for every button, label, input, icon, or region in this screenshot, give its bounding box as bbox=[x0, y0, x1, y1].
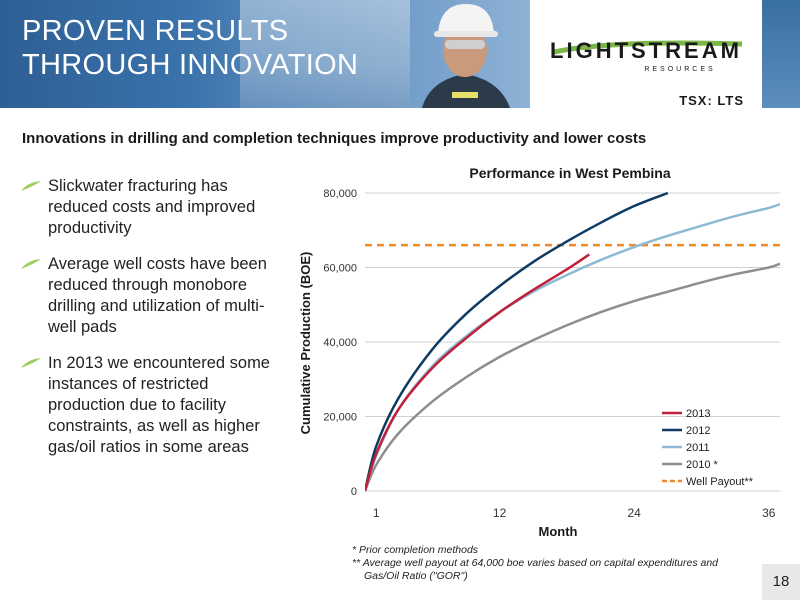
ticker-text: TSX: LTS bbox=[679, 93, 744, 108]
feather-bullet-icon bbox=[21, 358, 41, 368]
x-tick-label: 1 bbox=[373, 506, 380, 520]
bullet-item: In 2013 we encountered some instances of… bbox=[20, 353, 290, 458]
bullet-text: In 2013 we encountered some instances of… bbox=[48, 354, 270, 456]
legend-label: 2010 * bbox=[686, 459, 719, 471]
logo-sub-text: RESOURCES bbox=[644, 66, 715, 73]
legend-label: 2012 bbox=[686, 425, 710, 437]
footnotes: * Prior completion methods ** Average we… bbox=[352, 544, 718, 583]
bullet-text: Slickwater fracturing has reduced costs … bbox=[48, 177, 256, 237]
legend-label: Well Payout** bbox=[686, 476, 754, 488]
chart-gridlines bbox=[365, 192, 780, 492]
title-line-2: THROUGH INNOVATION bbox=[22, 49, 359, 81]
chart-title: Performance in West Pembina bbox=[469, 165, 670, 181]
series-line bbox=[365, 262, 780, 492]
chart-legend: 2013 2012 2011 2010 * Well Payout** bbox=[662, 408, 754, 488]
y-tick-label: 20,000 bbox=[323, 412, 357, 424]
series-line bbox=[365, 253, 591, 492]
bullet-item: Slickwater fracturing has reduced costs … bbox=[20, 176, 290, 239]
header-banner: LIGHTSTREAM RESOURCES TSX: LTS PROVEN RE… bbox=[0, 0, 800, 108]
bullet-text: Average well costs have been reduced thr… bbox=[48, 255, 267, 336]
slide-subtitle: Innovations in drilling and completion t… bbox=[22, 130, 647, 147]
y-tick-label: 60,000 bbox=[323, 263, 357, 275]
x-tick-labels: 1 12 24 36 bbox=[373, 506, 776, 520]
page-title: PROVEN RESULTS THROUGH INNOVATION bbox=[22, 14, 358, 82]
feather-bullet-icon bbox=[21, 259, 41, 269]
y-tick-label: 40,000 bbox=[323, 337, 357, 349]
logo-main-text: LIGHTSTREAM bbox=[550, 38, 742, 63]
feather-bullet-icon bbox=[21, 181, 41, 191]
logo-panel: LIGHTSTREAM RESOURCES TSX: LTS bbox=[530, 0, 762, 108]
header-edge-strip bbox=[762, 0, 800, 108]
page-number: 18 bbox=[762, 564, 800, 600]
y-tick-labels: 0 20,000 40,000 60,000 80,000 bbox=[323, 188, 357, 498]
bullet-list: Slickwater fracturing has reduced costs … bbox=[20, 176, 290, 473]
series-line bbox=[365, 191, 669, 492]
series-line bbox=[365, 202, 780, 492]
bullet-item: Average well costs have been reduced thr… bbox=[20, 254, 290, 338]
company-logo: LIGHTSTREAM RESOURCES TSX: LTS bbox=[550, 38, 744, 108]
series-lines bbox=[365, 191, 780, 492]
legend-label: 2013 bbox=[686, 408, 710, 420]
title-line-1: PROVEN RESULTS bbox=[22, 15, 289, 47]
y-axis-label: Cumulative Production (BOE) bbox=[298, 252, 313, 435]
x-tick-label: 24 bbox=[628, 506, 642, 520]
worker-photo bbox=[422, 4, 510, 108]
performance-chart: Performance in West Pembina Month Cumula… bbox=[298, 165, 780, 539]
legend-label: 2011 bbox=[686, 442, 710, 454]
header-background bbox=[0, 0, 530, 108]
x-tick-label: 12 bbox=[493, 506, 507, 520]
footnote-1: * Prior completion methods bbox=[352, 544, 479, 556]
y-tick-label: 0 bbox=[351, 486, 357, 498]
x-axis-label: Month bbox=[539, 524, 578, 539]
footnote-2: ** Average well payout at 64,000 boe var… bbox=[352, 557, 719, 569]
x-tick-label: 36 bbox=[762, 506, 776, 520]
y-tick-label: 80,000 bbox=[323, 188, 357, 200]
footnote-2-continued: Gas/Oil Ratio ("GOR") bbox=[364, 570, 468, 582]
